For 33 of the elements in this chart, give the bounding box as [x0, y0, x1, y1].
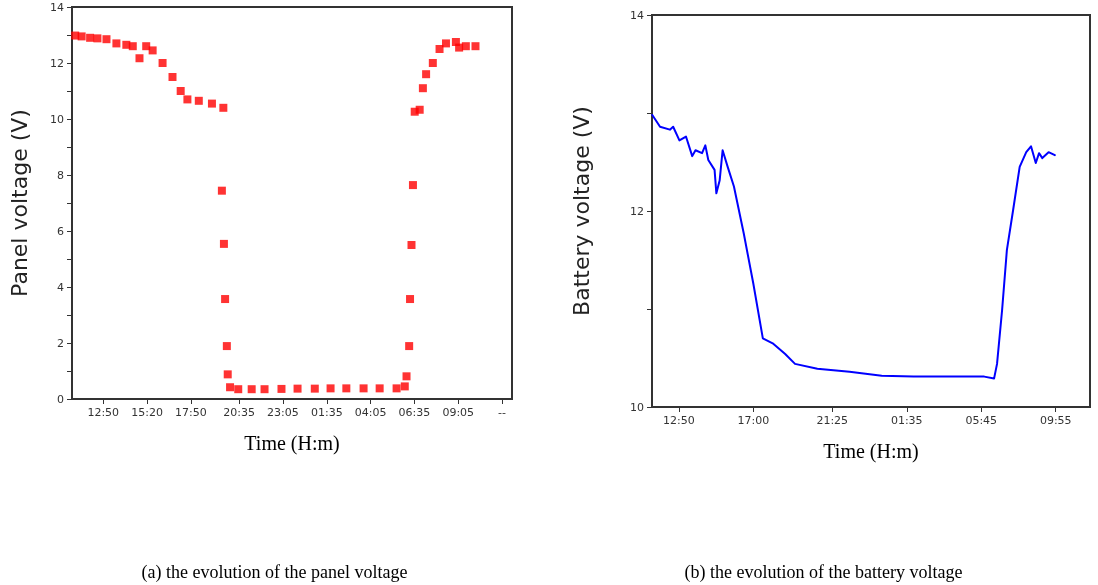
y-axis-title: Panel voltage (V)	[6, 109, 32, 297]
x-tick-label: 12:50	[87, 406, 120, 419]
x-tick-label: 23:05	[267, 406, 299, 419]
x-tick-label: 06:35	[398, 406, 431, 419]
y-tick-label: 12	[50, 56, 64, 70]
x-tick-label: 01:35	[310, 406, 343, 419]
y-tick-label: 4	[57, 280, 64, 294]
y-tick-label: 8	[57, 168, 64, 182]
x-tick-label: 17:50	[175, 406, 207, 419]
y-tick-label: 10	[50, 112, 64, 126]
y-tick-label: 2	[57, 336, 64, 350]
x-tick-label: 09:05	[442, 406, 475, 419]
x-tick-label: 04:05	[354, 406, 387, 419]
x-tick-label: 15:20	[131, 406, 163, 419]
x-tick-label: 17:00	[737, 414, 770, 427]
x-axis-title: Time (H:m)	[244, 432, 340, 455]
x-tick-label: 05:45	[965, 414, 998, 427]
x-tick-label: 09:55	[1039, 414, 1072, 427]
x-tick-label: --	[498, 406, 507, 419]
text: (b) the evolution of the battery voltage	[684, 562, 963, 583]
x-tick-label: 21:25	[816, 414, 849, 427]
y-tick-label: 10	[630, 400, 644, 414]
x-tick-label: 12:50	[662, 414, 695, 427]
y-tick-label: 6	[57, 224, 64, 238]
x-tick-label: 20:35	[223, 406, 255, 419]
y-axis-title: Battery voltage (V)	[568, 106, 594, 316]
y-tick-label: 14	[50, 0, 64, 14]
y-tick-label: 12	[630, 204, 644, 218]
text: (a) the evolution of the panel voltage	[141, 562, 408, 583]
x-tick-label: 01:35	[890, 414, 923, 427]
y-tick-label: 14	[630, 8, 644, 22]
x-axis-title: Time (H:m)	[823, 440, 919, 463]
y-tick-label: 0	[57, 392, 64, 406]
